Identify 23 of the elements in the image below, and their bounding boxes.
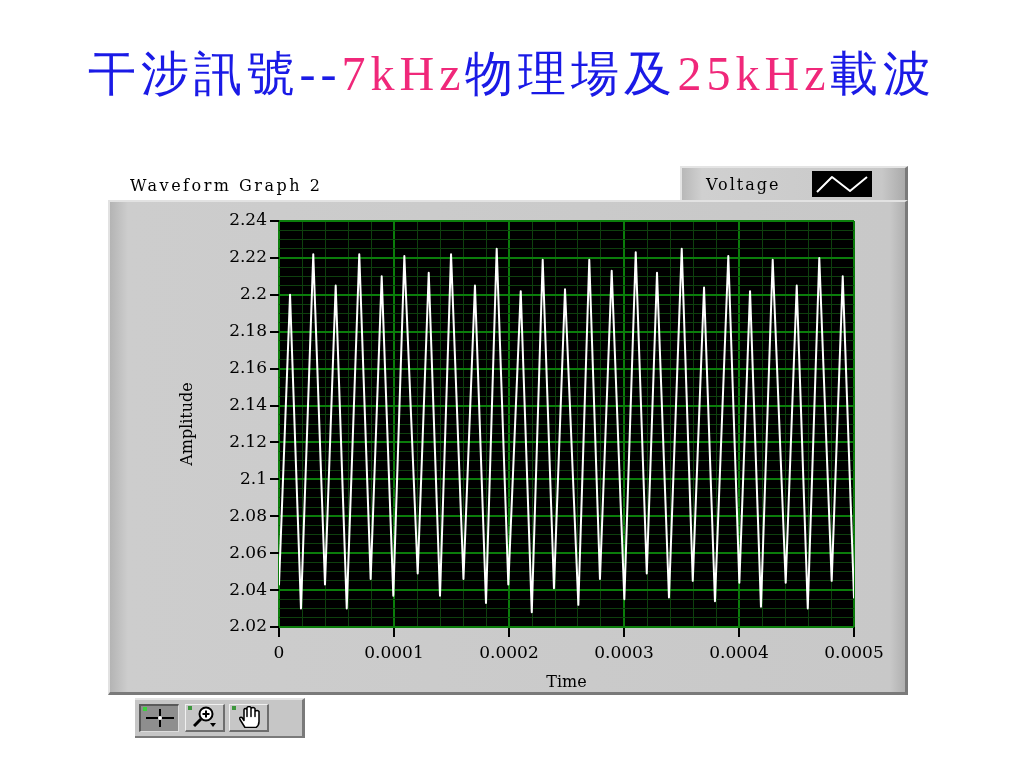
x-tick-label: 0.0005 <box>824 641 884 662</box>
legend-frame: Voltage <box>680 166 908 200</box>
y-tick-label: 2.1 <box>239 467 267 488</box>
y-tick-label: 2.14 <box>229 393 267 414</box>
x-tick-label: 0.0001 <box>364 641 424 662</box>
x-tick-label: 0.0004 <box>709 641 769 662</box>
y-tick-label: 2.2 <box>239 283 267 304</box>
y-tick-label: 2.16 <box>229 357 267 378</box>
chart-subtitle: Waveform Graph 2 <box>130 176 323 196</box>
x-tick-label: 0.0002 <box>479 641 539 662</box>
x-tick-label: 0 <box>273 641 285 662</box>
y-tick-label: 2.18 <box>229 320 267 341</box>
y-tick-label: 2.08 <box>229 504 267 525</box>
y-tick-label: 2.02 <box>229 615 267 636</box>
y-tick-label: 2.12 <box>229 430 267 451</box>
y-tick-label: 2.24 <box>229 209 267 230</box>
x-tick-label: 0.0003 <box>594 641 654 662</box>
y-tick-label: 2.06 <box>229 541 267 562</box>
y-tick-label: 2.04 <box>229 578 267 599</box>
y-axis-title: Amplitude <box>176 382 196 467</box>
y-tick-label: 2.22 <box>229 246 267 267</box>
chart-title: 干涉訊號--7kHz物理場及25kHz載波 <box>87 47 937 100</box>
x-axis-title: Time <box>546 671 587 691</box>
